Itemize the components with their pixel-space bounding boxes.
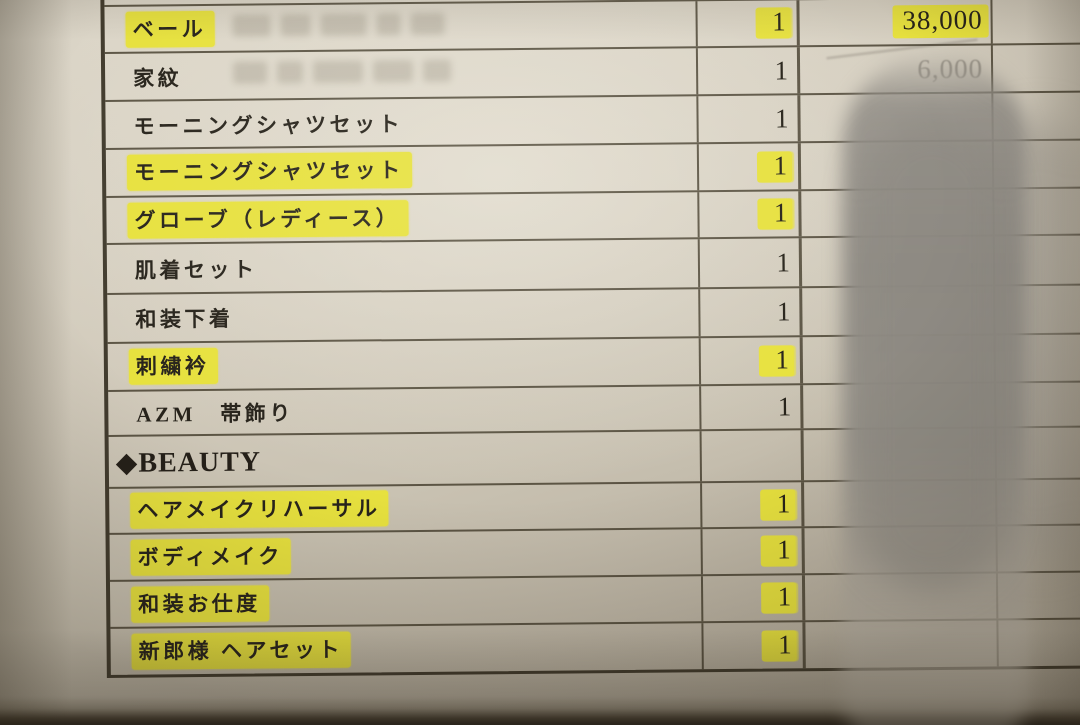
qty-value: 1 (758, 344, 795, 377)
empty-cell (993, 43, 1080, 91)
item-cell: 和装下着 (107, 289, 701, 342)
item-cell: ボディメイク (109, 529, 703, 580)
qty-value: 1 (777, 391, 792, 422)
item-cell: 刺繍衿 (107, 338, 702, 390)
ghost-mark (232, 14, 271, 37)
qty-cell: 1 (697, 47, 801, 95)
empty-cell (992, 0, 1080, 43)
qty-value: 1 (776, 246, 791, 278)
qty-value: 1 (776, 296, 791, 327)
ghost-mark (372, 60, 414, 83)
item-cell: 和装お仕度 (109, 576, 704, 627)
ghost-mark (422, 59, 452, 82)
item-label: 新郎様 ヘアセット (131, 631, 352, 670)
ghost-mark (320, 13, 367, 36)
item-label: 和装お仕度 (131, 584, 269, 623)
ghost-mark (410, 12, 445, 36)
qty-cell: 1 (702, 528, 805, 575)
ghost-mark (312, 60, 364, 83)
ghost-bleed-through-marks (232, 12, 445, 37)
ghost-bleed-through-marks (232, 59, 452, 84)
section-title: ◆BEAUTY (115, 445, 262, 479)
finger-blur-core (858, 120, 1006, 590)
qty-cell: 1 (703, 622, 806, 670)
item-label: ボディメイク (130, 537, 292, 576)
ghost-mark (376, 13, 401, 36)
ghost-mark (280, 13, 311, 37)
qty-value: 1 (760, 534, 796, 567)
qty-cell: 1 (701, 385, 804, 430)
item-label: モーニングシャツセット (133, 111, 404, 139)
price-cell: 38,000 (799, 0, 993, 46)
item-label: 家紋 (133, 65, 183, 91)
item-cell: グローブ（レディース） (106, 192, 700, 243)
qty-value: 1 (756, 150, 793, 183)
qty-value: 1 (760, 581, 797, 614)
qty-cell: 1 (702, 482, 805, 528)
qty-cell: 1 (698, 95, 801, 143)
price-value: 38,000 (892, 4, 989, 39)
item-label: 和装下着 (135, 306, 234, 332)
qty-cell: 1 (699, 238, 803, 288)
item-label: AZM 帯飾り (136, 401, 294, 427)
item-cell: ◆BEAUTY (108, 431, 703, 487)
qty-value: 1 (760, 629, 797, 662)
qty-cell: 1 (702, 575, 806, 622)
ghost-mark (276, 61, 304, 84)
item-cell: ヘアメイクリハーサル (109, 483, 703, 533)
qty-cell: 1 (700, 337, 804, 385)
item-cell: AZM 帯飾り (108, 386, 702, 435)
qty-cell (701, 430, 805, 482)
item-label: ベール (125, 10, 215, 48)
item-cell: モーニングシャツセット (105, 144, 700, 196)
qty-value: 1 (754, 6, 791, 39)
qty-cell: 1 (697, 0, 800, 47)
ghost-mark (232, 61, 268, 84)
qty-cell: 1 (700, 288, 803, 337)
item-label: グローブ（レディース） (127, 199, 409, 239)
item-cell: 新郎様 ヘアセット (110, 623, 704, 675)
qty-value: 1 (759, 488, 796, 521)
item-cell: モーニングシャツセット (105, 96, 699, 148)
item-label: モーニングシャツセット (126, 152, 412, 191)
qty-cell: 1 (699, 191, 802, 238)
qty-cell: 1 (698, 143, 802, 191)
item-cell: ベール (104, 1, 698, 52)
item-label: ヘアメイクリハーサル (130, 490, 389, 529)
qty-value: 1 (774, 54, 789, 86)
item-cell: 家紋 (104, 48, 699, 100)
item-label: 肌着セット (134, 257, 258, 283)
qty-value: 1 (756, 197, 793, 230)
item-label: 刺繍衿 (128, 347, 218, 385)
qty-value: 1 (774, 102, 789, 134)
item-cell: 肌着セット (106, 239, 701, 293)
